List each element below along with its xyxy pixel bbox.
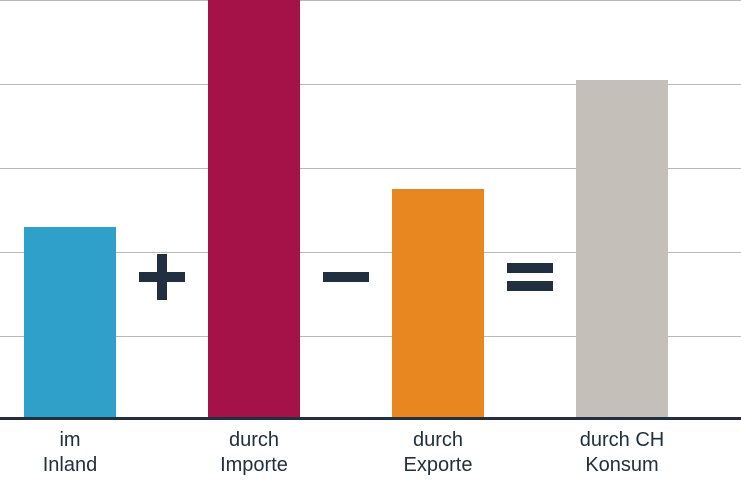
x-label-importe: durch Importe <box>162 428 346 478</box>
emissions-equation-chart: im Inlanddurch Importedurch Exportedurch… <box>0 0 741 500</box>
x-axis-labels: im Inlanddurch Importedurch Exportedurch… <box>0 428 741 500</box>
bar-konsum <box>576 80 668 420</box>
bar-inland <box>24 227 116 420</box>
x-label-exporte: durch Exporte <box>346 428 530 478</box>
plot-area <box>0 0 741 420</box>
gridline <box>0 0 741 1</box>
equals-icon <box>507 254 553 300</box>
minus-icon <box>323 254 369 300</box>
bar-exporte <box>392 189 484 420</box>
x-label-konsum: durch CH Konsum <box>530 428 714 478</box>
x-label-inland: im Inland <box>0 428 162 478</box>
bar-importe <box>208 0 300 420</box>
plus-icon <box>139 254 185 300</box>
x-axis-baseline <box>0 417 741 420</box>
